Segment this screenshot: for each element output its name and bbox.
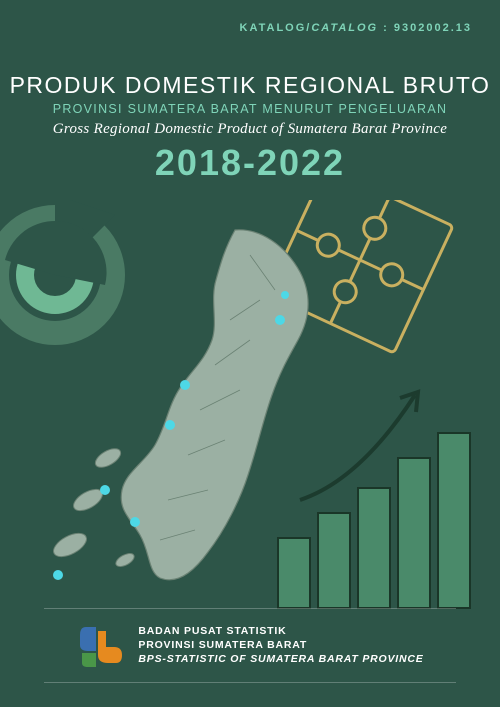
title-main: PRODUK DOMESTIK REGIONAL BRUTO xyxy=(0,72,500,99)
divider-top xyxy=(44,608,456,609)
catalog-sep: : xyxy=(378,22,394,34)
title-sub: PROVINSI SUMATERA BARAT MENURUT PENGELUA… xyxy=(0,102,500,116)
publisher-line3: BPS-STATISTIC OF SUMATERA BARAT PROVINCE xyxy=(138,652,423,666)
catalog-label-alt: CATALOG xyxy=(311,22,378,34)
divider-bottom xyxy=(44,682,456,683)
publisher-text: BADAN PUSAT STATISTIK PROVINSI SUMATERA … xyxy=(138,624,423,667)
catalog-line: KATALOG/CATALOG : 9302002.13 xyxy=(240,22,472,34)
publisher-block: BADAN PUSAT STATISTIK PROVINSI SUMATERA … xyxy=(0,621,500,669)
cover-illustration xyxy=(0,200,500,620)
title-eng: Gross Regional Domestic Product of Sumat… xyxy=(0,121,500,138)
bps-logo-icon xyxy=(76,621,124,669)
publisher-line2: PROVINSI SUMATERA BARAT xyxy=(138,638,423,652)
catalog-label: KATALOG/ xyxy=(240,22,312,34)
title-years: 2018-2022 xyxy=(0,142,500,184)
catalog-value: 9302002.13 xyxy=(394,22,472,34)
publisher-line1: BADAN PUSAT STATISTIK xyxy=(138,624,423,638)
bar-chart-icon xyxy=(278,433,470,608)
title-block: PRODUK DOMESTIK REGIONAL BRUTO PROVINSI … xyxy=(0,72,500,184)
donut-icon xyxy=(0,200,115,333)
